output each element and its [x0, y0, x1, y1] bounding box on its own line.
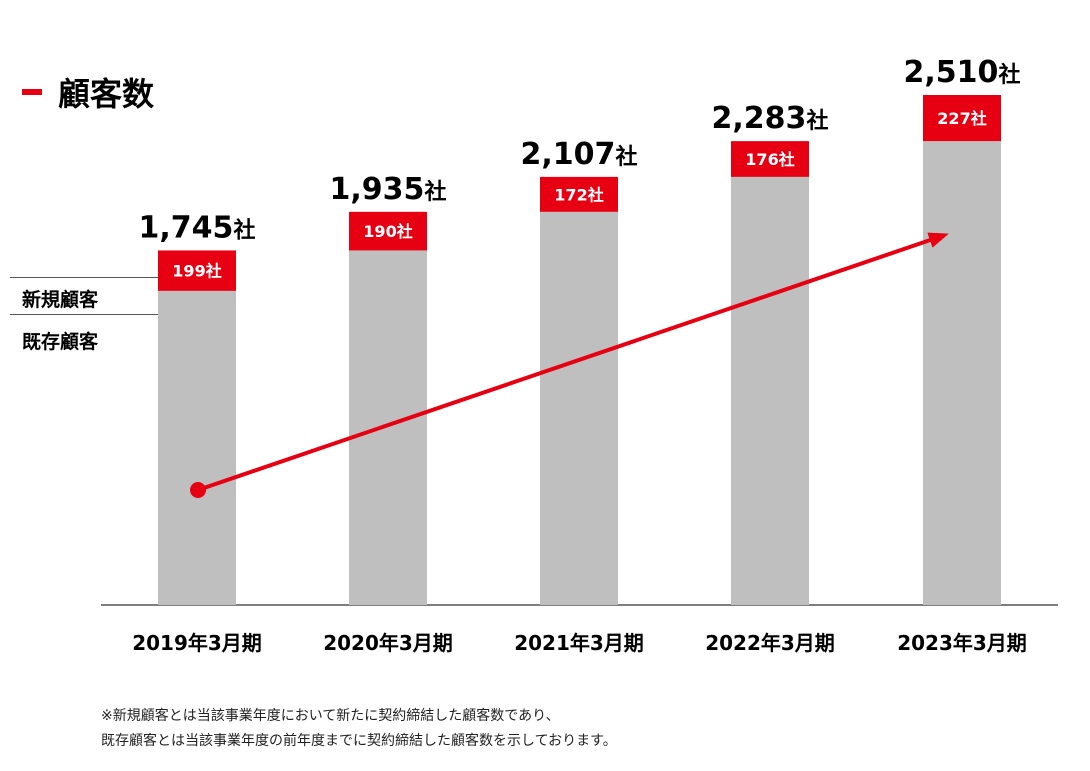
chart-title: 顧客数 — [58, 75, 155, 113]
x-tick-label: 2020年3月期 — [323, 631, 453, 655]
legend-existing-customers: 既存顧客 — [22, 331, 99, 353]
total-value: 2,283 — [712, 101, 807, 136]
bar-existing — [158, 290, 236, 605]
title-accent-dash — [22, 89, 42, 95]
footnote-line-1: ※新規顧客とは当該事業年度において新たに契約締結した顧客数であり、 — [101, 708, 560, 724]
footnote-line-2: 既存顧客とは当該事業年度の前年度までに契約締結した顧客数を示しております。 — [101, 733, 617, 749]
bar-existing — [349, 250, 427, 606]
total-label: 1,935社 — [330, 172, 447, 207]
total-label: 2,510社 — [904, 55, 1021, 90]
total-unit: 社 — [424, 179, 446, 205]
bar-existing — [731, 176, 809, 605]
bar-new — [731, 141, 809, 177]
new-customer-label: 199社 — [172, 262, 221, 281]
trend-arrow — [197, 232, 949, 492]
bar-existing — [923, 141, 1001, 605]
new-customer-label: 172社 — [554, 185, 603, 204]
total-unit: 社 — [806, 108, 828, 134]
bar-new — [540, 176, 618, 212]
total-unit: 社 — [615, 144, 637, 170]
bar-new — [923, 95, 1001, 142]
new-customer-label: 227社 — [937, 109, 986, 128]
x-tick-label: 2019年3月期 — [132, 631, 262, 655]
customer-count-chart: 199社1,745社2019年3月期190社1,935社2020年3月期172社… — [101, 55, 1058, 655]
new-customer-label: 190社 — [363, 222, 412, 241]
x-tick-label: 2023年3月期 — [897, 631, 1027, 655]
bar-new — [158, 250, 236, 291]
bar-new — [349, 211, 427, 251]
total-label: 2,107社 — [521, 137, 638, 172]
bar-existing — [540, 211, 618, 605]
total-label: 1,745社 — [139, 210, 256, 245]
total-value: 1,935 — [330, 172, 425, 207]
total-unit: 社 — [233, 217, 255, 243]
total-label: 2,283社 — [712, 101, 829, 136]
legend-divider-bottom — [10, 314, 158, 315]
total-value: 1,745 — [139, 210, 234, 245]
x-tick-label: 2022年3月期 — [705, 631, 835, 655]
legend-new-customers: 新規顧客 — [22, 289, 99, 311]
total-value: 2,107 — [521, 137, 616, 172]
legend-divider-top — [10, 277, 158, 278]
total-unit: 社 — [998, 62, 1020, 88]
total-value: 2,510 — [904, 55, 999, 90]
x-tick-label: 2021年3月期 — [514, 631, 644, 655]
new-customer-label: 176社 — [745, 150, 794, 169]
